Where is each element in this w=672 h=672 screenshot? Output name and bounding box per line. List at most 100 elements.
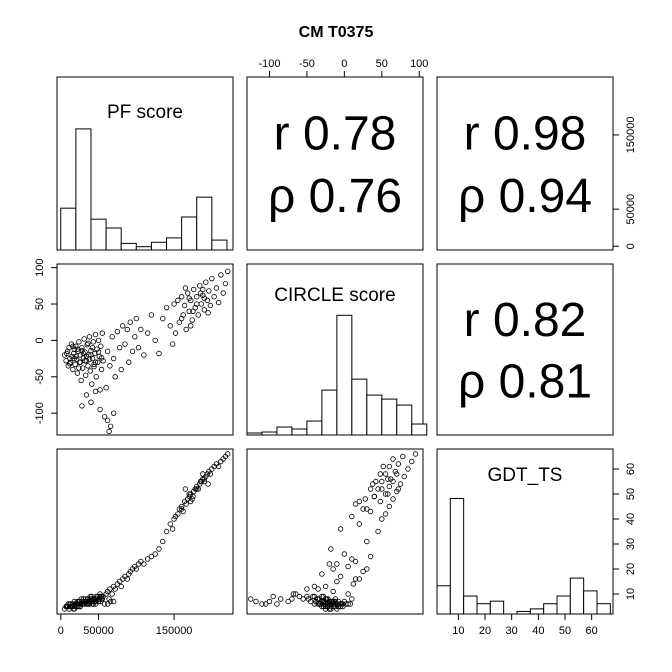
x-circle-top-tick-label-3: 50 [376,58,388,70]
point-circle-vs-pf-48 [99,330,106,336]
point-gdt-vs-pf-111 [207,471,214,477]
point-gdt-vs-circle-147 [395,486,401,492]
y-gdt-right-tick-label-5: 60 [625,463,637,475]
point-gdt-vs-circle-40 [304,593,310,600]
point-gdt-vs-circle-79 [326,561,333,567]
point-gdt-vs-circle-56 [259,601,265,607]
point-gdt-vs-circle-142 [371,493,378,500]
point-circle-vs-pf-96 [184,290,191,296]
y-circle-left-tick-label-0: -100 [34,402,46,424]
point-circle-vs-pf-71 [124,326,130,333]
point-gdt-vs-circle-139 [323,596,330,602]
corr-r-circle_gdt: r 0.82 [464,294,587,347]
point-gdt-vs-pf-90 [175,511,181,517]
point-gdt-vs-circle-75 [345,563,351,570]
hist-bar-gdt-8 [543,603,558,615]
point-gdt-vs-pf-84 [160,538,166,545]
point-circle-vs-pf-73 [127,319,133,325]
point-circle-vs-pf-58 [106,428,112,435]
point-gdt-vs-circle-117 [390,456,396,462]
point-gdt-vs-circle-84 [364,538,370,545]
hist-bar-gdt-7 [529,608,545,615]
point-gdt-vs-pf-95 [183,501,189,507]
hist-bar-circle-8 [366,394,383,436]
point-circle-vs-pf-12 [72,361,78,368]
point-gdt-vs-circle-82 [341,551,348,557]
point-gdt-vs-circle-145 [385,476,391,482]
point-gdt-vs-pf-68 [118,583,124,590]
x-pf-bottom-tick-label-1: 50000 [83,625,114,637]
point-gdt-vs-circle-57 [253,598,259,605]
point-gdt-vs-circle-98 [382,491,389,497]
point-gdt-vs-pf-141 [186,491,192,497]
point-gdt-vs-circle-71 [352,576,359,582]
point-circle-vs-pf-140 [178,315,185,322]
point-gdt-vs-pf-103 [195,486,201,492]
point-gdt-vs-pf-85 [163,528,170,535]
x-gdt-bottom-tick-label-4: 50 [559,625,571,637]
hist-bar-pf-9 [196,196,213,251]
point-circle-vs-pf-119 [225,268,231,274]
point-circle-vs-pf-60 [103,385,109,391]
point-circle-vs-pf-63 [109,334,115,340]
point-circle-vs-pf-57 [107,423,114,429]
x-gdt-bottom-tick-label-2: 30 [506,625,518,637]
point-circle-vs-pf-68 [118,366,124,373]
point-circle-vs-pf-147 [182,285,189,291]
point-circle-vs-pf-118 [222,280,229,287]
point-circle-vs-pf-70 [122,341,128,347]
point-circle-vs-pf-75 [132,334,138,340]
diag-label-circle: CIRCLE score [274,285,395,306]
point-circle-vs-pf-93 [180,312,186,318]
point-gdt-vs-circle-113 [386,463,392,470]
point-gdt-vs-circle-76 [364,566,370,572]
point-circle-vs-pf-116 [218,272,224,278]
point-circle-vs-pf-49 [100,358,106,364]
point-gdt-vs-circle-89 [349,513,355,520]
point-gdt-vs-circle-90 [382,511,389,517]
point-gdt-vs-circle-85 [375,528,381,535]
hist-bar-circle-6 [336,314,353,436]
point-circle-vs-pf-115 [215,299,222,306]
point-circle-vs-pf-141 [186,295,192,301]
point-circle-vs-pf-117 [220,290,226,296]
point-gdt-vs-circle-42 [319,593,325,600]
point-gdt-vs-pf-58 [106,596,112,602]
hist-bar-pf-4 [120,242,137,251]
point-circle-vs-pf-50 [79,403,85,409]
point-circle-vs-pf-26 [82,372,89,379]
point-gdt-vs-pf-71 [124,576,130,582]
point-gdt-vs-circle-59 [266,598,273,605]
point-gdt-vs-circle-48 [349,596,355,602]
chart-title: CM T0375 [299,24,374,41]
hist-bar-pf-1 [75,128,92,251]
panel-gdt-circle [246,448,424,615]
point-gdt-vs-pf-149 [200,471,206,477]
point-circle-vs-pf-43 [95,337,102,344]
point-circle-vs-pf-53 [92,388,99,395]
point-gdt-vs-circle-74 [330,566,336,572]
point-gdt-vs-pf-147 [182,486,189,492]
point-gdt-vs-pf-131 [74,603,81,610]
hist-bar-pf-7 [166,237,183,251]
point-gdt-vs-pf-145 [201,476,207,482]
point-circle-vs-pf-65 [112,374,118,380]
point-gdt-vs-circle-149 [394,471,400,477]
point-gdt-vs-circle-138 [329,598,336,605]
point-circle-vs-pf-77 [135,344,142,351]
point-circle-vs-pf-110 [206,288,212,294]
point-gdt-vs-pf-59 [110,598,117,605]
point-gdt-vs-circle-64 [322,583,329,590]
point-gdt-vs-circle-104 [397,481,404,487]
point-circle-vs-pf-20 [78,377,84,384]
point-gdt-vs-circle-137 [319,598,325,605]
point-gdt-vs-circle-101 [375,486,381,492]
point-circle-vs-pf-64 [110,355,117,362]
point-gdt-vs-circle-103 [367,486,374,492]
point-circle-vs-pf-92 [178,294,185,300]
point-gdt-vs-pf-137 [92,598,99,605]
point-circle-vs-pf-104 [197,283,203,289]
point-gdt-vs-circle-69 [356,576,363,582]
point-circle-vs-pf-17 [76,339,82,345]
point-gdt-vs-circle-112 [405,466,411,472]
